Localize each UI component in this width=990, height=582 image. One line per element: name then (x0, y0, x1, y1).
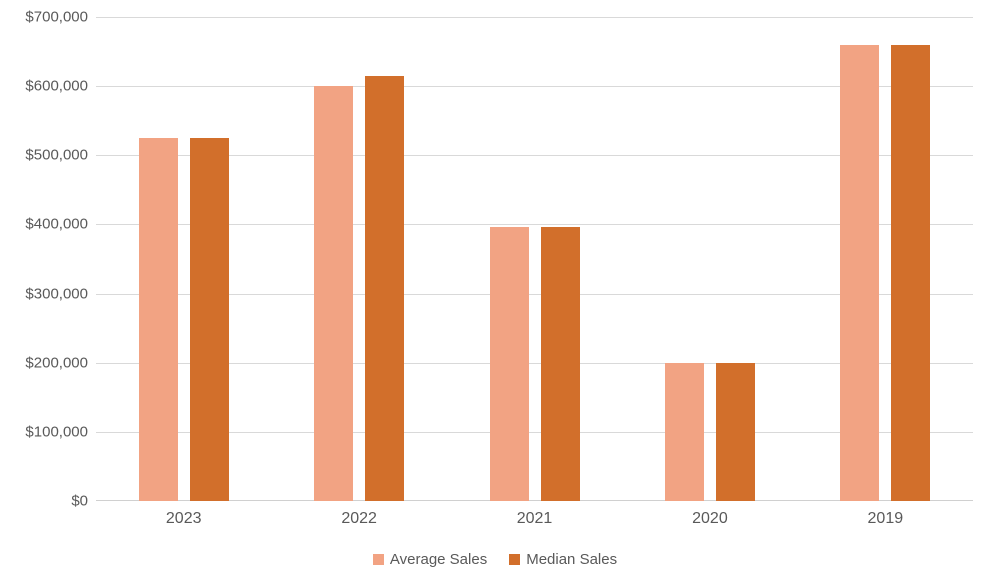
legend-item-average-sales: Average Sales (372, 551, 488, 568)
legend-label-average-sales: Average Sales (389, 551, 488, 568)
y-axis: $700,000 $600,000 $500,000 $400,000 $300,000… (0, 9, 88, 510)
legend-label-median-sales: Median Sales (526, 551, 618, 568)
bar-average-sales-2021 (489, 226, 529, 501)
y-tick-label: $400,000 (25, 215, 88, 233)
plot-area (96, 17, 973, 501)
x-axis: 2023 2022 2021 2020 2019 (96, 510, 973, 528)
bar-group-2023 (96, 17, 271, 501)
y-tick-label: $600,000 (25, 77, 88, 95)
y-tick-label: $300,000 (25, 285, 88, 303)
bar-median-sales-2023 (189, 138, 229, 501)
gridline (96, 86, 973, 88)
bar-group-2022 (271, 17, 446, 501)
x-tick-label-2019: 2019 (867, 510, 904, 527)
x-tick-label-2023: 2023 (165, 510, 202, 527)
y-tick-label: $200,000 (25, 354, 88, 372)
bar-group-2020 (622, 17, 797, 501)
bar-median-sales-2021 (540, 226, 580, 501)
gridline (96, 293, 973, 295)
bar-group-2021 (447, 17, 622, 501)
legend-item-median-sales: Median Sales (509, 551, 617, 568)
legend-swatch-median-sales-icon (509, 554, 521, 565)
gridline (96, 362, 973, 364)
y-tick-label: $100,000 (25, 423, 88, 441)
bar-average-sales-2020 (664, 362, 704, 501)
chart-legend: Average Sales Median Sales (0, 551, 990, 568)
bar-average-sales-2019 (840, 44, 880, 501)
bar-median-sales-2020 (715, 362, 755, 501)
bar-average-sales-2023 (138, 138, 178, 501)
bar-group-2019 (798, 17, 973, 501)
x-tick-label-2022: 2022 (341, 510, 377, 527)
x-tick-label-2020: 2020 (692, 510, 728, 527)
legend-swatch-average-sales-icon (372, 554, 384, 565)
gridline (96, 431, 973, 433)
y-tick-label: $0 (71, 492, 88, 510)
bar-groups (96, 17, 973, 501)
bar-median-sales-2019 (891, 44, 931, 501)
bar-median-sales-2022 (365, 75, 405, 501)
gridline (96, 155, 973, 157)
gridline (96, 224, 973, 226)
x-axis-line (96, 500, 973, 501)
y-tick-label: $700,000 (25, 8, 88, 26)
x-tick-label-2021: 2021 (516, 510, 553, 527)
gridline (96, 17, 973, 18)
y-tick-label: $500,000 (25, 146, 88, 164)
bar-average-sales-2022 (314, 86, 354, 501)
